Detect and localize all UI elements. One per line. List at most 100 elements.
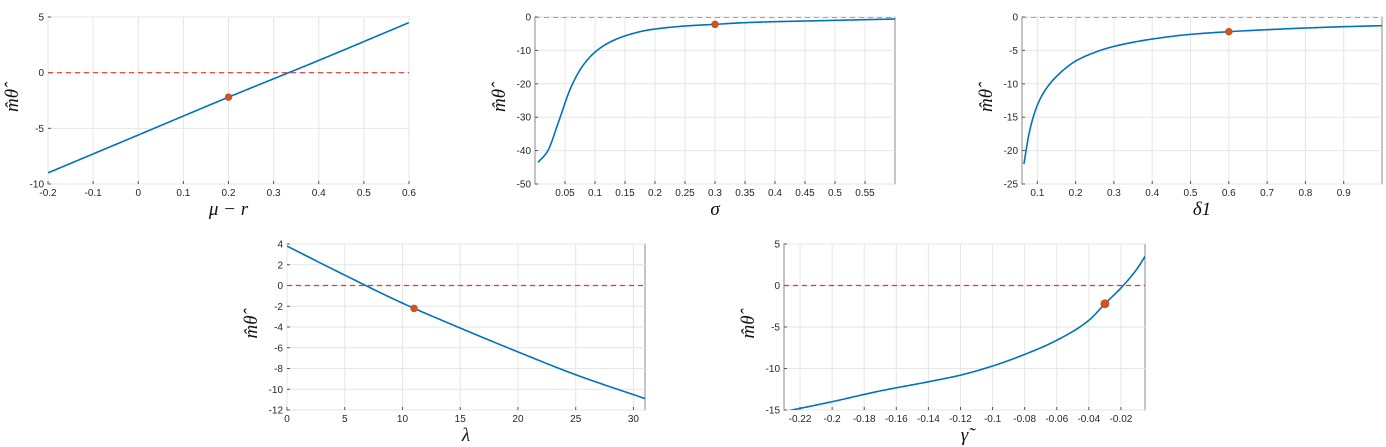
x-tick-label: 30: [628, 414, 640, 425]
x-tick-label: 0.45: [795, 188, 815, 199]
x-tick-label: 0.4: [768, 188, 782, 199]
x-tick-label: 0.6: [1222, 188, 1236, 199]
highlight-point: [224, 93, 233, 101]
y-axis-label: m̂θ̂: [976, 81, 997, 112]
series-line: [287, 245, 645, 400]
x-tick-label: 0.5: [357, 188, 371, 199]
y-tick-label: 4: [277, 240, 283, 251]
x-tick-label: -0.1: [984, 414, 1002, 425]
x-tick-label: 0.15: [615, 188, 635, 199]
x-tick-label: 0.2: [648, 188, 662, 199]
highlight-point: [711, 20, 719, 29]
chart-panel-4: 0 5 10 15 20 25 30 -12 -10 -8 -6 -4 -2 0 2 4 m̂θ̂ λ: [241, 240, 646, 446]
y-axis-label: m̂θ̂: [241, 307, 262, 338]
x-tick-label: 0.1: [1030, 188, 1044, 199]
x-tick-label: 0: [284, 414, 290, 425]
x-axis-label: σ: [710, 199, 720, 220]
y-tick-label: -8: [274, 364, 283, 375]
x-tick-label: 0.3: [708, 188, 722, 199]
y-tick-label: 5: [774, 240, 780, 251]
x-axis-label: γ̃: [961, 425, 976, 446]
x-tick-label: 0.05: [555, 188, 575, 199]
y-tick-label: -12: [269, 406, 284, 417]
highlight-point: [1100, 299, 1110, 309]
x-tick-label: 0.6: [402, 188, 416, 199]
y-tick-label: -6: [274, 343, 283, 354]
x-tick-label: 0.1: [176, 188, 190, 199]
y-tick-label: 0: [38, 68, 44, 79]
y-tick-label: 2: [277, 260, 283, 271]
x-tick-label: 0.35: [735, 188, 755, 199]
highlight-point: [1225, 27, 1233, 36]
y-tick-label: -25: [1004, 180, 1019, 191]
plot-area: [1021, 16, 1383, 185]
y-tick-label: -4: [274, 323, 283, 334]
x-tick-label: 0.2: [222, 188, 236, 199]
y-tick-label: 0: [277, 281, 283, 292]
y-tick-label: -15: [766, 406, 781, 417]
x-tick-label: -0.18: [853, 414, 876, 425]
x-tick-label: 5: [342, 414, 348, 425]
x-tick-label: 0.25: [675, 188, 695, 199]
y-tick-label: -5: [771, 323, 780, 334]
y-tick-label: -10: [30, 180, 45, 191]
x-tick-label: 0.7: [1260, 188, 1274, 199]
x-tick-label: 0: [135, 188, 141, 199]
y-tick-label: -50: [517, 180, 532, 191]
series-line: [1023, 24, 1382, 165]
x-axis-label: μ − r: [208, 199, 249, 220]
x-tick-label: -0.08: [1013, 414, 1036, 425]
x-tick-label: 0.8: [1298, 188, 1312, 199]
y-tick-label: -30: [517, 113, 532, 124]
y-tick-label: 0: [774, 281, 780, 292]
x-tick-label: -0.02: [1110, 414, 1133, 425]
series-line: [788, 256, 1145, 410]
y-tick-label: -15: [1004, 113, 1019, 124]
y-tick-label: -20: [517, 79, 532, 90]
x-tick-label: 10: [397, 414, 409, 425]
x-tick-label: -0.06: [1045, 414, 1068, 425]
y-tick-label: -10: [269, 385, 284, 396]
x-tick-label: 0.1: [588, 188, 602, 199]
x-tick-label: 0.5: [1184, 188, 1198, 199]
y-tick-label: -40: [517, 146, 532, 157]
y-tick-label: -5: [35, 124, 44, 135]
x-tick-label: 0.55: [855, 188, 875, 199]
x-tick-label: 15: [455, 414, 467, 425]
x-tick-label: 20: [512, 414, 524, 425]
y-tick-label: -20: [1004, 146, 1019, 157]
y-tick-label: -2: [274, 302, 283, 313]
y-tick-label: -5: [1009, 46, 1018, 57]
x-tick-label: -0.12: [949, 414, 972, 425]
x-tick-label: 0.9: [1337, 188, 1351, 199]
x-tick-label: 0.4: [312, 188, 326, 199]
x-tick-label: -0.14: [917, 414, 940, 425]
highlight-point: [410, 304, 418, 313]
chart-panel-3: 0.1 0.2 0.3 0.4 0.5 0.6 0.7 0.8 0.9 -25 -20 -15 -10 -…: [976, 13, 1383, 220]
y-tick-label: -10: [517, 46, 532, 57]
chart-panel-2: 0.05 0.1 0.15 0.2 0.25 0.3 0.35 0.4 0.45 0.5 0.55 -…: [489, 13, 896, 220]
y-tick-label: -10: [1004, 79, 1019, 90]
x-tick-label: 0.4: [1145, 188, 1159, 199]
x-tick-label: 0.5: [828, 188, 842, 199]
chart-panel-1: -0.2 -0.1 0 0.1 0.2 0.3 0.4 0.5 0.6 -10 -5 0 5 m̂θ̂ μ …: [2, 13, 416, 221]
x-tick-label: -0.1: [85, 188, 103, 199]
x-tick-label: 0.2: [1069, 188, 1083, 199]
x-tick-label: -0.22: [789, 414, 812, 425]
chart-panel-5: -0.22 -0.2 -0.18 -0.16 -0.14 -0.12 -0.1 -0.08 -0…: [738, 240, 1146, 446]
x-tick-label: 0.3: [267, 188, 281, 199]
x-tick-label: 25: [570, 414, 582, 425]
x-axis-label: λ: [461, 425, 470, 446]
x-axis-label: δ1: [1193, 199, 1211, 220]
y-axis-label: m̂θ̂: [489, 81, 510, 112]
x-tick-label: -0.2: [39, 188, 57, 199]
x-tick-label: -0.04: [1077, 414, 1100, 425]
y-axis-label: m̂θ̂: [738, 307, 759, 338]
y-tick-label: 5: [38, 13, 44, 24]
x-tick-label: -0.16: [885, 414, 908, 425]
y-tick-label: 0: [1012, 13, 1018, 24]
x-tick-label: -0.2: [824, 414, 842, 425]
x-tick-label: 0.3: [1107, 188, 1121, 199]
y-tick-label: 0: [525, 13, 531, 24]
